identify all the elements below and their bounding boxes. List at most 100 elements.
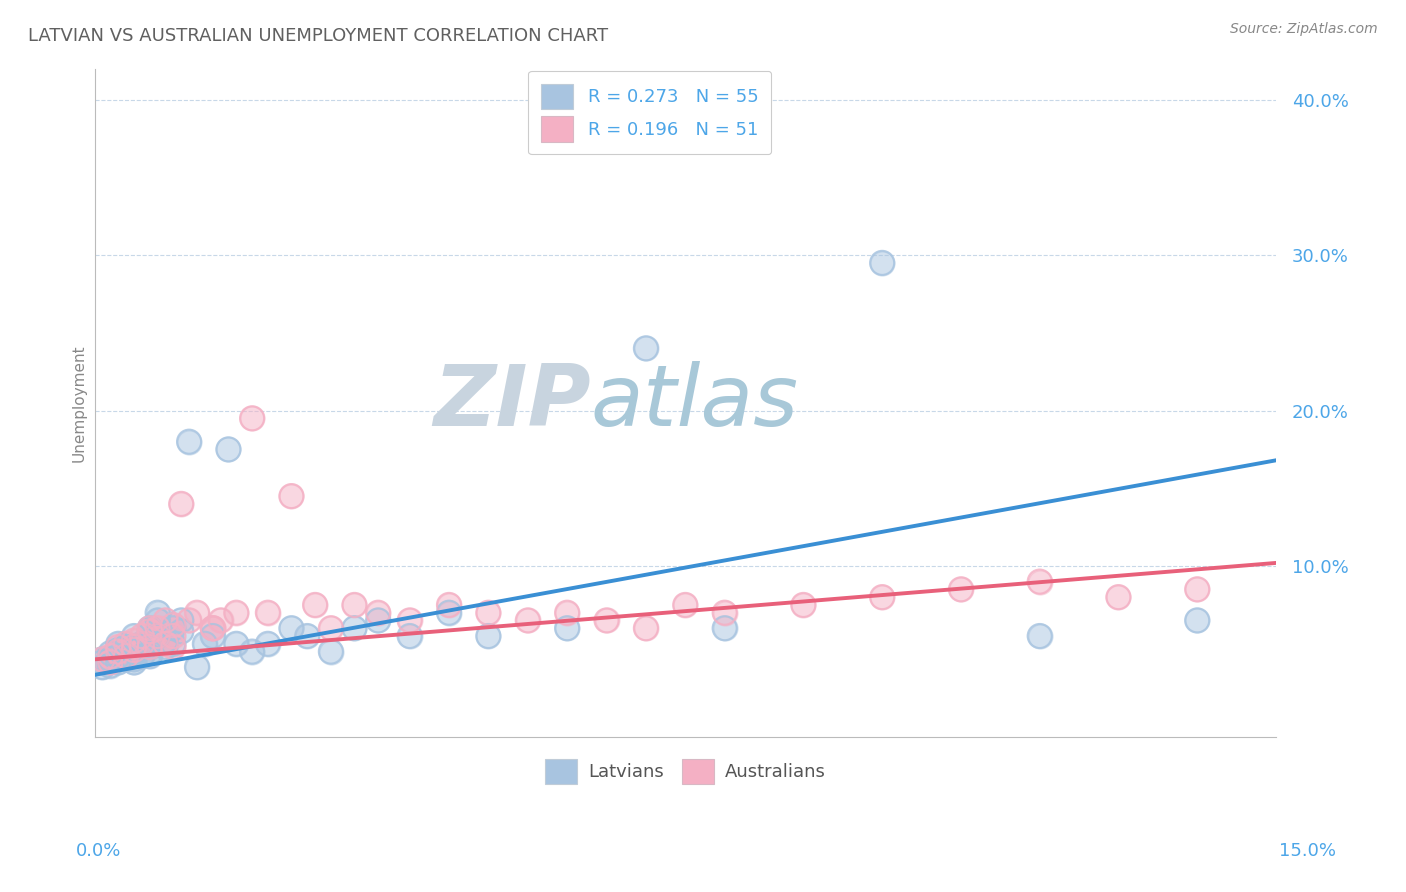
Text: LATVIAN VS AUSTRALIAN UNEMPLOYMENT CORRELATION CHART: LATVIAN VS AUSTRALIAN UNEMPLOYMENT CORRE…: [28, 27, 609, 45]
Point: [138, 640, 160, 654]
Point: [257, 606, 280, 620]
Point: [162, 637, 184, 651]
Text: Source: ZipAtlas.com: Source: ZipAtlas.com: [1230, 22, 1378, 37]
Point: [107, 640, 129, 654]
Point: [122, 652, 145, 666]
Point: [217, 442, 239, 457]
Y-axis label: Unemployment: Unemployment: [72, 344, 86, 461]
Point: [107, 656, 129, 670]
Point: [138, 646, 160, 660]
Point: [122, 633, 145, 648]
Text: ZIP: ZIP: [433, 361, 591, 444]
Point: [201, 629, 224, 643]
Point: [98, 658, 121, 673]
Point: [115, 637, 138, 651]
Point: [115, 652, 138, 666]
Point: [138, 624, 160, 639]
Point: [177, 434, 200, 449]
Point: [870, 590, 893, 604]
Point: [170, 624, 193, 639]
Point: [170, 614, 193, 628]
Point: [122, 656, 145, 670]
Point: [870, 590, 893, 604]
Point: [280, 621, 302, 635]
Point: [437, 606, 460, 620]
Point: [107, 640, 129, 654]
Point: [225, 637, 247, 651]
Point: [146, 629, 169, 643]
Point: [209, 614, 232, 628]
Point: [107, 643, 129, 657]
Point: [162, 629, 184, 643]
Point: [155, 637, 177, 651]
Point: [170, 497, 193, 511]
Point: [146, 614, 169, 628]
Point: [107, 649, 129, 664]
Point: [91, 660, 114, 674]
Point: [297, 629, 319, 643]
Point: [713, 621, 735, 635]
Point: [131, 649, 153, 664]
Point: [107, 656, 129, 670]
Point: [477, 606, 499, 620]
Point: [555, 621, 578, 635]
Text: 0.0%: 0.0%: [76, 842, 121, 860]
Point: [107, 637, 129, 651]
Point: [367, 614, 389, 628]
Point: [186, 606, 208, 620]
Point: [595, 614, 617, 628]
Point: [1187, 614, 1209, 628]
Point: [107, 644, 129, 658]
Point: [304, 598, 326, 612]
Point: [170, 624, 193, 639]
Point: [1107, 590, 1129, 604]
Point: [319, 621, 342, 635]
Point: [155, 633, 177, 648]
Point: [398, 614, 420, 628]
Point: [155, 614, 177, 628]
Point: [949, 582, 972, 597]
Point: [122, 643, 145, 657]
Point: [131, 629, 153, 643]
Point: [146, 606, 169, 620]
Point: [1187, 614, 1209, 628]
Point: [713, 606, 735, 620]
Point: [194, 637, 217, 651]
Point: [122, 644, 145, 658]
Point: [122, 652, 145, 666]
Point: [107, 649, 129, 664]
Point: [186, 660, 208, 674]
Point: [634, 621, 657, 635]
Point: [91, 652, 114, 666]
Point: [177, 434, 200, 449]
Point: [162, 618, 184, 632]
Point: [98, 646, 121, 660]
Point: [1028, 629, 1050, 643]
Point: [115, 649, 138, 664]
Point: [477, 606, 499, 620]
Point: [146, 629, 169, 643]
Point: [186, 606, 208, 620]
Point: [1028, 629, 1050, 643]
Point: [162, 637, 184, 651]
Point: [98, 649, 121, 664]
Point: [870, 256, 893, 270]
Point: [343, 598, 366, 612]
Point: [343, 621, 366, 635]
Point: [138, 640, 160, 654]
Point: [131, 640, 153, 654]
Point: [138, 621, 160, 635]
Point: [138, 621, 160, 635]
Point: [240, 411, 263, 425]
Point: [217, 442, 239, 457]
Point: [91, 652, 114, 666]
Legend: Latvians, Australians: Latvians, Australians: [534, 747, 837, 795]
Point: [131, 637, 153, 651]
Point: [1028, 574, 1050, 589]
Point: [634, 342, 657, 356]
Point: [122, 629, 145, 643]
Point: [177, 614, 200, 628]
Point: [257, 637, 280, 651]
Point: [98, 652, 121, 666]
Point: [319, 644, 342, 658]
